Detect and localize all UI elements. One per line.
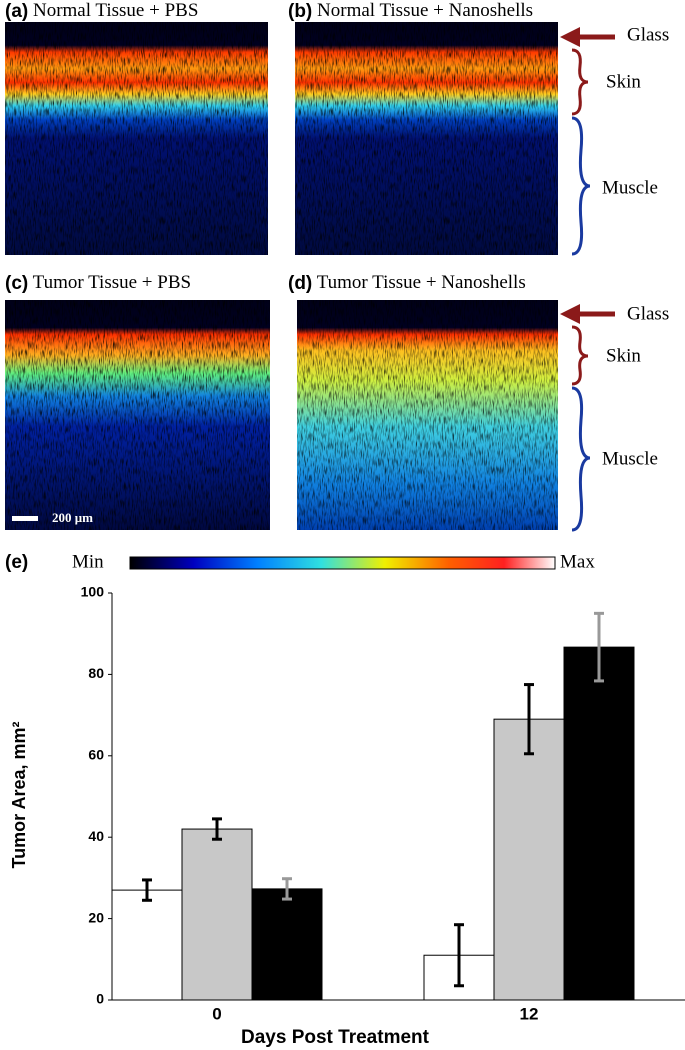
oct-image [295,22,558,255]
bar [251,888,323,1001]
panel-title: Normal Tissue + Nanoshells [317,0,533,21]
arrow [560,304,580,324]
layer-label: Glass [627,303,669,324]
panel-label: (c) [5,273,28,294]
panel-title: (a) Normal Tissue + PBS [5,0,198,22]
layer-label: Skin [606,71,641,92]
brace [571,116,591,256]
layer-label: Muscle [602,177,658,198]
panel-title: (c) Tumor Tissue + PBS [5,272,191,294]
colorbar-label: Min [72,551,104,572]
bar [563,646,635,1001]
colorbar-label: Max [560,551,595,572]
panel-label: (b) [288,1,312,22]
panel-label: (e) [5,552,28,573]
brace [571,325,589,386]
bar [181,828,253,1001]
y-tick-label: 60 [88,747,104,763]
y-axis-label: Tumor Area, mm² [9,721,29,868]
y-tick-label: 80 [88,665,104,681]
panel-label: (a) [5,1,28,22]
bar [111,889,183,1001]
panel-title: Tumor Tissue + Nanoshells [317,272,526,293]
panel-title: Tumor Tissue + PBS [33,272,191,293]
panel-title: Normal Tissue + PBS [33,0,198,21]
oct-image [5,22,268,255]
error-bar [212,817,222,841]
panel-title: (d) Tumor Tissue + Nanoshells [288,272,526,294]
y-tick-label: 40 [88,828,104,844]
error-bar [524,683,534,756]
error-bar [594,611,604,683]
y-tick-label: 0 [96,991,104,1007]
error-bar [282,877,292,901]
oct-image [5,300,270,530]
scale-bar [12,516,38,521]
x-tick-label: 12 [520,1004,539,1023]
error-bar [454,923,464,988]
oct-image [297,300,558,530]
y-tick-label: 20 [88,909,104,925]
bar [493,718,565,1001]
brace [571,48,589,116]
panel-label: (d) [288,273,312,294]
y-tick-label: 100 [81,584,105,600]
x-axis-label: Days Post Treatment [241,1027,430,1048]
scale-label: 200 μm [52,510,93,525]
arrow [560,27,580,47]
brace [571,386,591,532]
colorbar [129,556,556,570]
x-tick-label: 0 [212,1004,221,1023]
layer-label: Muscle [602,448,658,469]
layer-label: Skin [606,345,641,366]
panel-title: (b) Normal Tissue + Nanoshells [288,0,533,22]
layer-label: Glass [627,24,669,45]
error-bar [142,878,152,902]
